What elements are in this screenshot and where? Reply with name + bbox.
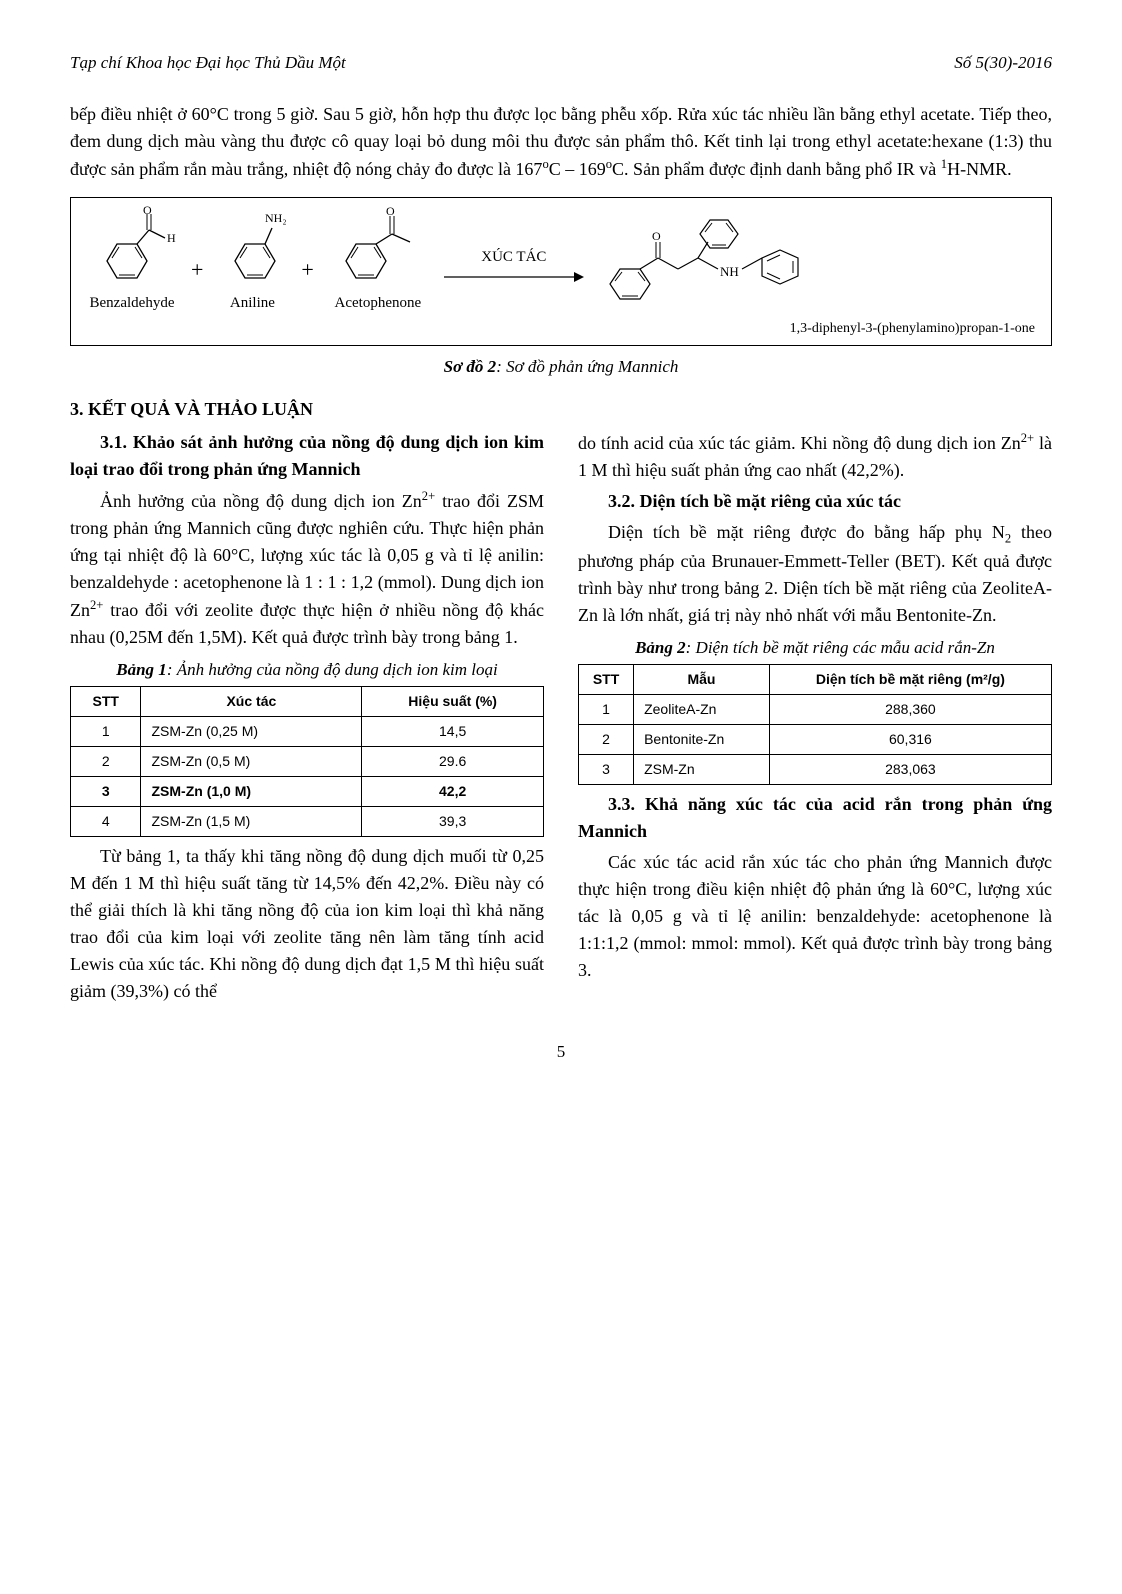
para-text: H-NMR.	[947, 159, 1012, 179]
table-cell: 3	[71, 777, 141, 807]
table1-caption: Bảng 1: Ảnh hưởng của nồng độ dung dịch …	[70, 657, 544, 683]
table-cell: 14,5	[362, 717, 544, 747]
table-cell: 39,3	[362, 807, 544, 837]
arrow-icon	[444, 270, 584, 284]
para-text: Diện tích bề mặt riêng được đo bằng hấp …	[608, 522, 1005, 542]
subsection-heading: 3.2. Diện tích bề mặt riêng của xúc tác	[578, 488, 1052, 515]
table-cell: 2	[71, 747, 141, 777]
table-cell: Bentonite-Zn	[634, 725, 770, 755]
caption-r: : Ảnh hưởng của nồng độ dung dịch ion ki…	[167, 660, 498, 679]
plus-sign: +	[185, 253, 209, 314]
reaction-arrow: XÚC TÁC	[444, 246, 584, 285]
molecule-name: Acetophenone	[335, 292, 422, 315]
table-header: Diện tích bề mặt riêng (m²/g)	[769, 665, 1051, 695]
table-cell: 1	[71, 717, 141, 747]
table-header: STT	[579, 665, 634, 695]
page-number: 5	[70, 1039, 1052, 1065]
h-label: H	[167, 231, 176, 245]
table-cell: ZSM-Zn (1,5 M)	[141, 807, 362, 837]
table2-caption: Bảng 2: Diện tích bề mặt riêng các mẫu a…	[578, 635, 1052, 661]
para-text: trao đổi với zeolite được thực hiện ở nh…	[70, 600, 544, 647]
molecule-name: Benzaldehyde	[90, 292, 175, 315]
table-row: 1ZeoliteA-Zn288,360	[579, 695, 1052, 725]
table-header: Xúc tác	[141, 687, 362, 717]
product-name: 1,3-diphenyl-3-(phenylamino)propan-1-one	[87, 318, 1035, 339]
o-label: O	[652, 229, 661, 243]
left-column: 3.1. Khảo sát ảnh hưởng của nồng độ dung…	[70, 429, 544, 1010]
table-cell: 29.6	[362, 747, 544, 777]
table-row: 3ZSM-Zn283,063	[579, 755, 1052, 785]
section-heading: 3. KẾT QUẢ VÀ THẢO LUẬN	[70, 396, 1052, 423]
plus-sign: +	[295, 253, 319, 314]
molecule-benzaldehyde: O H Benzaldehyde	[87, 206, 177, 315]
para-text: do tính acid của xúc tác giảm. Khi nồng …	[578, 433, 1021, 453]
molecule-product: O NH	[600, 214, 840, 314]
o-label: O	[143, 206, 152, 217]
table-row: 2Bentonite-Zn60,316	[579, 725, 1052, 755]
table1: STT Xúc tác Hiệu suất (%) 1ZSM-Zn (0,25 …	[70, 686, 544, 837]
top-paragraph: bếp điều nhiệt ở 60°C trong 5 giờ. Sau 5…	[70, 101, 1052, 183]
ion-charge-sup: 2+	[422, 489, 435, 503]
para-text: C. Sản phẩm được định danh bằng phổ IR v…	[612, 159, 941, 179]
ion-charge-sup: 2+	[90, 598, 103, 612]
nh-label: NH	[720, 264, 739, 279]
arrow-label: XÚC TÁC	[481, 246, 546, 269]
acetophenone-icon: O	[328, 206, 428, 286]
reaction-scheme-box: O H Benzaldehyde + NH₂ Aniline +	[70, 197, 1052, 347]
table-cell: ZeoliteA-Zn	[634, 695, 770, 725]
table2: STT Mẫu Diện tích bề mặt riêng (m²/g) 1Z…	[578, 664, 1052, 785]
table-cell: 2	[579, 725, 634, 755]
para-text: Từ bảng 1, ta thấy khi tăng nồng độ dung…	[70, 846, 544, 1001]
table-cell: 42,2	[362, 777, 544, 807]
table-cell: ZSM-Zn (0,5 M)	[141, 747, 362, 777]
table-cell: 283,063	[769, 755, 1051, 785]
table-row: 2ZSM-Zn (0,5 M)29.6	[71, 747, 544, 777]
table-header: STT	[71, 687, 141, 717]
aniline-icon: NH₂	[217, 206, 287, 286]
table-row: 4ZSM-Zn (1,5 M)39,3	[71, 807, 544, 837]
molecule-name: Aniline	[230, 292, 275, 315]
nh2-label: NH₂	[265, 211, 287, 225]
caption-b: Bảng 2	[635, 638, 686, 657]
o-label: O	[386, 206, 395, 218]
table-cell: 3	[579, 755, 634, 785]
right-column: do tính acid của xúc tác giảm. Khi nồng …	[578, 429, 1052, 989]
caption-prefix: Sơ đồ 2	[444, 357, 497, 376]
ion-charge-sup: 2+	[1021, 431, 1034, 445]
table-cell: ZSM-Zn (1,0 M)	[141, 777, 362, 807]
caption-b: Bảng 1	[116, 660, 167, 679]
journal-name: Tạp chí Khoa học Đại học Thủ Dầu Một	[70, 50, 346, 76]
table-header: Hiệu suất (%)	[362, 687, 544, 717]
caption-rest: : Sơ đồ phản ứng Mannich	[496, 357, 678, 376]
issue-number: Số 5(30)-2016	[954, 50, 1052, 76]
table-cell: 288,360	[769, 695, 1051, 725]
table-row: 3ZSM-Zn (1,0 M)42,2	[71, 777, 544, 807]
table-cell: 1	[579, 695, 634, 725]
molecule-acetophenone: O Acetophenone	[328, 206, 428, 315]
product-icon: O NH	[600, 214, 840, 314]
para-text: Ảnh hưởng của nồng độ dung dịch ion Zn	[100, 491, 422, 511]
table-cell: ZSM-Zn (0,25 M)	[141, 717, 362, 747]
benzaldehyde-icon: O H	[87, 206, 177, 286]
page-header: Tạp chí Khoa học Đại học Thủ Dầu Một Số …	[70, 50, 1052, 76]
para-text: C – 169	[549, 159, 606, 179]
table-cell: ZSM-Zn	[634, 755, 770, 785]
table-cell: 60,316	[769, 725, 1051, 755]
caption-r: : Diện tích bề mặt riêng các mẫu acid rắ…	[686, 638, 995, 657]
molecule-aniline: NH₂ Aniline	[217, 206, 287, 315]
table-cell: 4	[71, 807, 141, 837]
scheme-caption: Sơ đồ 2: Sơ đồ phản ứng Mannich	[70, 354, 1052, 380]
subsection-heading: 3.3. Khả năng xúc tác của acid rắn trong…	[578, 791, 1052, 845]
table-row: 1ZSM-Zn (0,25 M)14,5	[71, 717, 544, 747]
para-text: Các xúc tác acid rắn xúc tác cho phản ứn…	[578, 852, 1052, 980]
table-header: Mẫu	[634, 665, 770, 695]
subsection-heading: 3.1. Khảo sát ảnh hưởng của nồng độ dung…	[70, 429, 544, 483]
